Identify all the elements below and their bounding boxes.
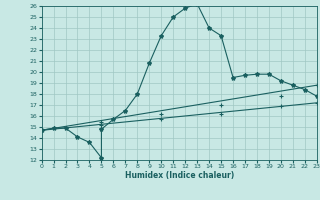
X-axis label: Humidex (Indice chaleur): Humidex (Indice chaleur) [124,171,234,180]
